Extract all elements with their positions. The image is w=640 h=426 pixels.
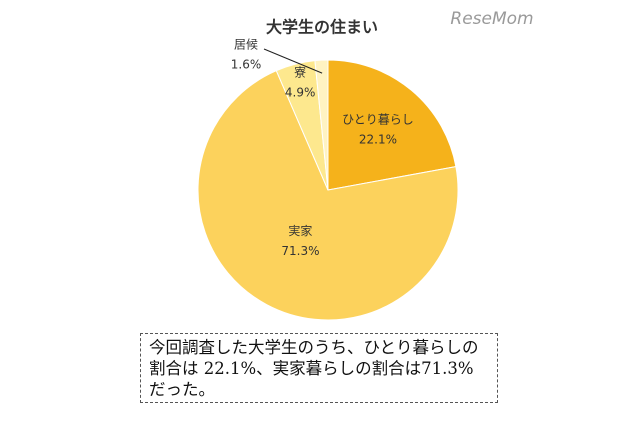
chart-title: 大学生の住まい [266,18,378,37]
caption: 今回調査した大学生のうち、ひとり暮らしの割合は 22.1%、実家暮らしの割合は7… [140,333,498,403]
value-label: 1.6% [231,58,262,72]
watermark: ReseMom [450,9,533,29]
slice-label: 寮 [294,65,306,80]
pie-slice [327,59,457,191]
slice-label: 実家 [288,223,312,238]
slice-label: ひとり暮らし [342,113,414,127]
pie-slice [314,59,329,191]
slice-label: 居候 [234,38,258,52]
value-label: 4.9% [285,86,316,100]
chart: 大学生の住まい ReseMom ひとり暮らし 22.1% 実家 71.3% 寮 4.9% 居… [197,9,534,321]
leader-line [263,48,323,74]
value-label: 71.3% [281,244,319,258]
value-label: 22.1% [359,133,397,147]
pie-slice [197,70,459,321]
